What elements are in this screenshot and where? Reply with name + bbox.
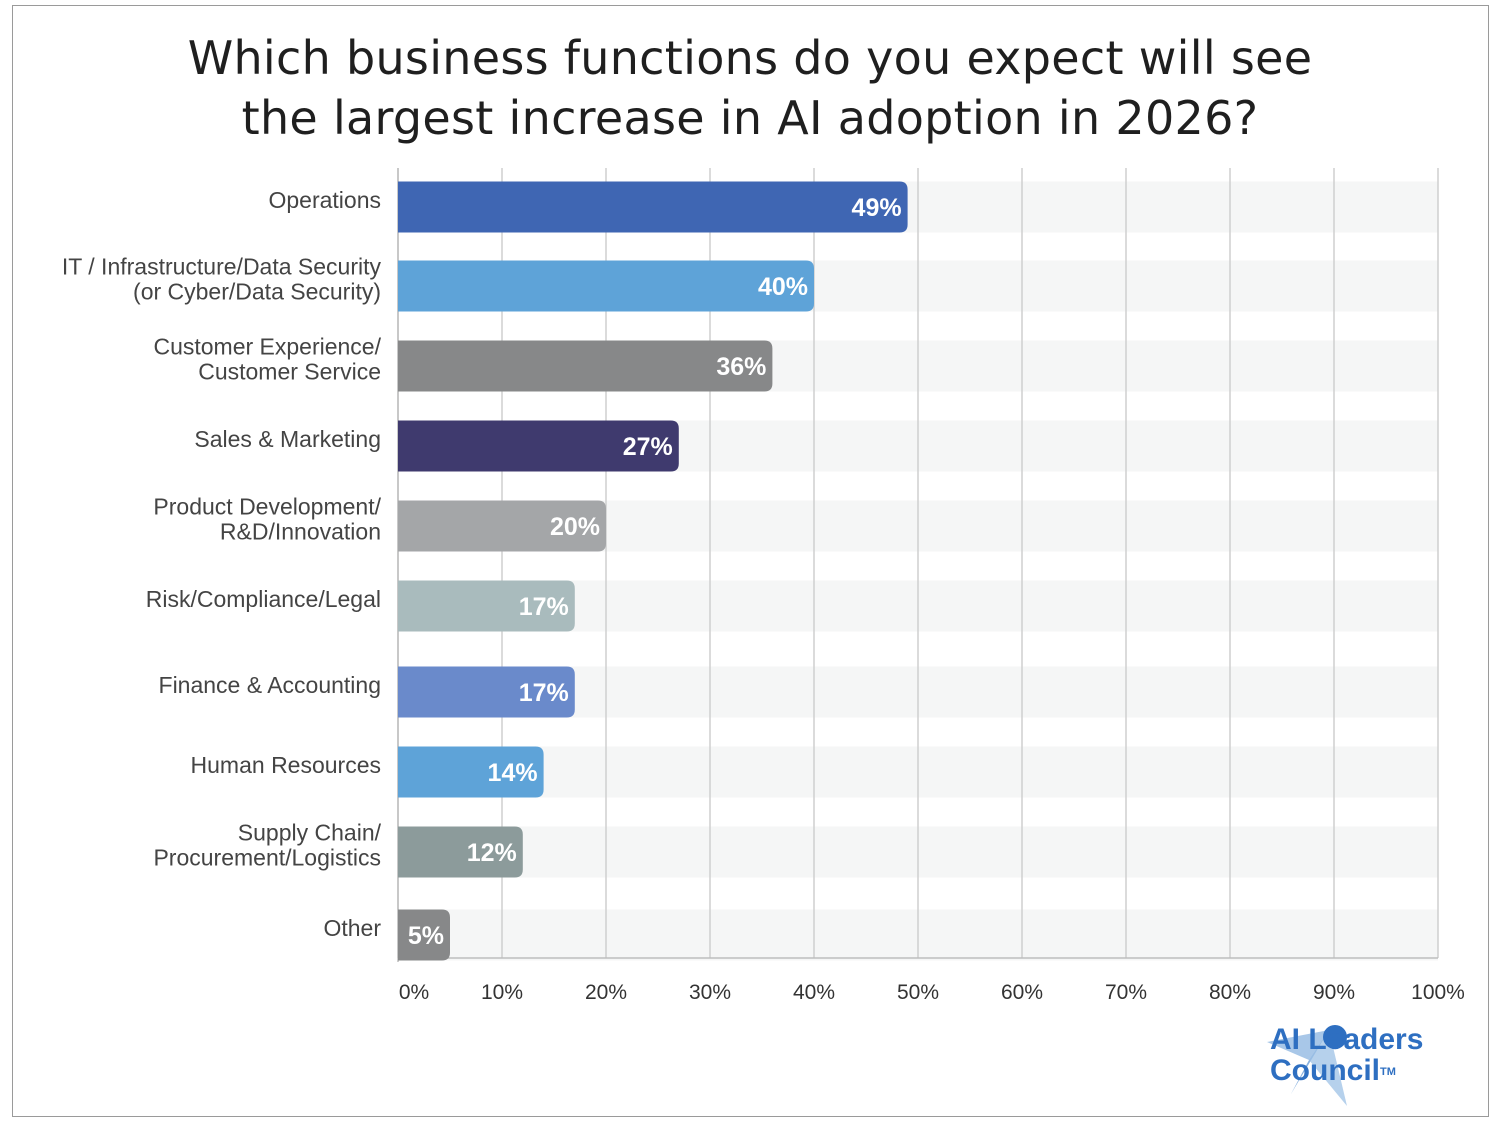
bar-6 [398, 666, 575, 718]
chart-title: Which business functions do you expect w… [0, 28, 1500, 148]
category-label-2-0: Customer Experience/ [153, 334, 381, 360]
bar-9 [398, 909, 450, 961]
x-tick-label-10: 100% [1411, 981, 1465, 1004]
category-label-0-0: Operations [268, 187, 381, 213]
logo-trademark: TM [1380, 1066, 1396, 1078]
chart-title-line-2: the largest increase in AI adoption in 2… [241, 91, 1259, 145]
data-label-3: 27% [623, 433, 673, 461]
category-label-9-0: Other [323, 915, 381, 941]
x-tick-label-9: 90% [1313, 981, 1355, 1004]
x-tick-label-4: 40% [793, 981, 835, 1004]
logo-line-2: CouncilTM [1270, 1055, 1423, 1086]
bar-4 [398, 500, 606, 552]
logo-line-1: AI Leaders [1270, 1023, 1424, 1056]
ai-leaders-council-logo-icon [1267, 1025, 1347, 1106]
logo-line-2-text: Council [1270, 1054, 1380, 1087]
category-label-4-1: R&D/Innovation [220, 519, 381, 545]
bar-8 [398, 826, 523, 878]
chart-title-line-1: Which business functions do you expect w… [187, 31, 1313, 85]
x-tick-label-1: 10% [481, 981, 523, 1004]
category-label-8-1: Procurement/Logistics [153, 845, 381, 871]
x-tick-label-7: 70% [1105, 981, 1147, 1004]
data-label-9: 5% [408, 922, 444, 950]
category-label-3-0: Sales & Marketing [194, 426, 381, 452]
bar-7 [398, 746, 544, 798]
x-tick-label-5: 50% [897, 981, 939, 1004]
bar-5 [398, 580, 575, 632]
data-label-0: 49% [852, 194, 902, 222]
x-tick-label-8: 80% [1209, 981, 1251, 1004]
data-label-8: 12% [467, 839, 517, 867]
x-tick-label-6: 60% [1001, 981, 1043, 1004]
bar-1 [398, 260, 814, 312]
x-tick-label-3: 30% [689, 981, 731, 1004]
data-label-1: 40% [758, 273, 808, 301]
x-tick-label-0: 0% [399, 981, 429, 1004]
category-label-8-0: Supply Chain/ [238, 820, 382, 846]
category-label-6-0: Finance & Accounting [159, 672, 381, 698]
category-label-7-0: Human Resources [191, 752, 381, 778]
bar-2 [398, 340, 773, 392]
data-label-2: 36% [716, 353, 766, 381]
data-label-4: 20% [550, 513, 600, 541]
category-label-1-0: IT / Infrastructure/Data Security [62, 254, 382, 280]
data-label-6: 17% [519, 679, 569, 707]
category-label-5-0: Risk/Compliance/Legal [146, 586, 381, 612]
category-label-2-1: Customer Service [198, 359, 381, 385]
bar-3 [398, 420, 679, 472]
logo-wordmark: AI Leaders CouncilTM [1270, 1024, 1423, 1086]
data-label-7: 14% [488, 759, 538, 787]
data-label-5: 17% [519, 593, 569, 621]
category-label-1-1: (or Cyber/Data Security) [133, 279, 381, 305]
x-tick-label-2: 20% [585, 981, 627, 1004]
bar-0 [398, 181, 908, 233]
category-label-4-0: Product Development/ [153, 494, 381, 520]
